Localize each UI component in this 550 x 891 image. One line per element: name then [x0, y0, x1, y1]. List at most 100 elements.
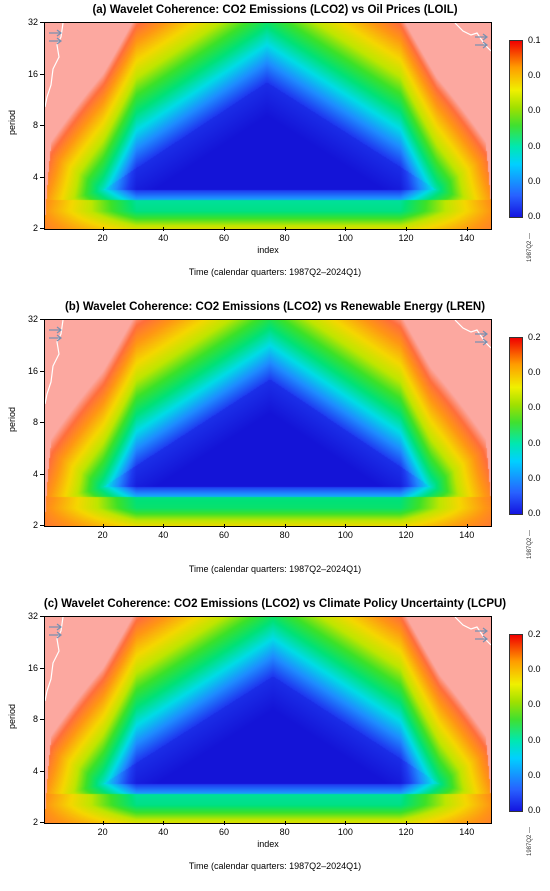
colorbar-tick-label: 0.0	[528, 805, 541, 815]
coherence-heatmap	[45, 23, 491, 229]
x-tick-label: 100	[337, 530, 353, 540]
phase-arrow	[475, 627, 488, 635]
x-tick-label: 140	[459, 530, 475, 540]
y-axis: 2 4 8 16 32 period	[0, 314, 44, 530]
y-axis: 2 4 8 16 32 period	[0, 17, 44, 233]
y-tick-label: 2	[32, 223, 38, 233]
y-tick-mark	[40, 422, 44, 423]
x-tick-label: 80	[279, 233, 290, 243]
y-axis: 2 4 8 16 32 period	[0, 611, 44, 827]
colorbar-side-label: 1987Q2 —	[527, 529, 533, 559]
y-tick-label: 2	[32, 520, 38, 530]
x-tick-label: 100	[337, 233, 353, 243]
colorbar-tick-label: 0.0	[528, 437, 541, 448]
colorbar	[509, 337, 523, 515]
phase-arrow	[49, 326, 62, 334]
y-axis-label: period	[7, 406, 17, 432]
colorbar-tick-label: 0.0	[528, 367, 541, 378]
x-axis: 20 40 60 80 100 120 140 index	[44, 821, 492, 854]
x-tick-mark	[224, 227, 225, 231]
coherence-heatmap	[45, 320, 491, 526]
y-axis-label: period	[7, 703, 17, 729]
y-tick-mark	[40, 770, 44, 772]
colorbar-tick-label: 0.0	[528, 175, 541, 186]
y-tick-mark	[40, 319, 44, 320]
x-tick-label: 120	[398, 233, 414, 243]
x-tick-label: 60	[218, 530, 230, 540]
colorbar	[509, 634, 523, 812]
y-tick-mark	[40, 125, 44, 126]
colorbar-tick-label: 0.0	[528, 140, 541, 151]
chart-title: (b) Wavelet Coherence: CO2 Emissions (LC…	[64, 301, 486, 313]
y-tick-mark	[40, 370, 44, 372]
x-tick-mark	[345, 524, 347, 528]
coi-contour-line	[45, 320, 64, 405]
x-tick-mark	[163, 821, 165, 825]
phase-arrow	[475, 338, 488, 346]
x-tick-mark	[466, 524, 468, 528]
x-tick-mark	[102, 227, 104, 231]
x-tick-label: 120	[398, 827, 414, 837]
y-tick-mark	[40, 667, 44, 669]
coi-contour-line	[45, 23, 64, 108]
y-tick-label: 2	[32, 817, 38, 827]
phase-arrow	[475, 41, 488, 49]
x-tick-mark	[102, 821, 104, 825]
chart-panel-b: (b) Wavelet Coherence: CO2 Emissions (LC…	[0, 297, 550, 594]
phase-arrow	[475, 330, 488, 338]
colorbar-tick-label: 0.0	[528, 70, 541, 81]
x-axis: 20 40 60 80 100 120 140	[44, 524, 492, 557]
x-tick-label: 20	[97, 233, 108, 243]
colorbar-tick-label: 0.0	[528, 734, 541, 745]
y-tick-mark	[40, 228, 44, 229]
x-tick-mark	[345, 227, 347, 231]
y-tick-mark	[40, 525, 44, 526]
colorbar	[509, 40, 523, 218]
x-tick-mark	[406, 524, 408, 528]
y-tick-label: 32	[27, 314, 38, 324]
x-tick-mark	[102, 524, 104, 528]
x-tick-label: 60	[218, 827, 230, 837]
colorbar-tick-label: 0.0	[528, 211, 541, 221]
phase-arrow	[475, 33, 488, 41]
coi-overlay	[45, 617, 491, 702]
x-tick-label: 60	[218, 233, 230, 243]
y-tick-label: 4	[32, 171, 38, 182]
x-tick-label: 120	[398, 530, 414, 540]
x-tick-label: 40	[158, 233, 169, 243]
x-axis-label: index	[257, 245, 279, 255]
x-tick-label: 20	[97, 530, 108, 540]
x-tick-mark	[224, 821, 225, 825]
time-caption: Time (calendar quarters: 1987Q2–2024Q1)	[188, 564, 362, 574]
phase-arrow	[49, 334, 62, 342]
heatmap-area	[44, 616, 492, 824]
x-tick-mark	[224, 524, 225, 528]
y-tick-label: 32	[27, 17, 38, 27]
chart-title: (a) Wavelet Coherence: CO2 Emissions (LC…	[92, 4, 458, 16]
x-tick-mark	[406, 227, 408, 231]
coi-contour-line	[45, 617, 64, 702]
x-tick-mark	[284, 821, 286, 825]
chart-panel-a: (a) Wavelet Coherence: CO2 Emissions (LC…	[0, 0, 550, 297]
coi-overlay	[45, 23, 491, 108]
x-tick-mark	[284, 227, 286, 231]
x-axis-label: index	[257, 839, 279, 849]
x-tick-label: 20	[97, 827, 108, 837]
y-tick-label: 8	[32, 417, 38, 427]
phase-arrow	[475, 635, 488, 643]
y-tick-label: 8	[32, 120, 38, 130]
y-tick-mark	[40, 719, 44, 720]
chart-panel-c: (c) Wavelet Coherence: CO2 Emissions (LC…	[0, 594, 550, 891]
colorbar-side-label: 1987Q2 —	[527, 232, 533, 262]
y-tick-mark	[40, 616, 44, 617]
colorbar-side-label: 1987Q2 —	[527, 826, 533, 856]
time-caption: Time (calendar quarters: 1987Q2–2024Q1)	[188, 267, 362, 277]
x-tick-mark	[345, 821, 347, 825]
y-tick-label: 4	[32, 468, 38, 479]
colorbar-tick-label: 0.2	[528, 629, 541, 639]
y-tick-mark	[40, 176, 44, 178]
x-tick-label: 140	[459, 233, 475, 243]
chart-title: (c) Wavelet Coherence: CO2 Emissions (LC…	[43, 598, 507, 610]
y-tick-label: 8	[32, 714, 38, 724]
colorbar-tick-label: 0.0	[528, 769, 541, 780]
